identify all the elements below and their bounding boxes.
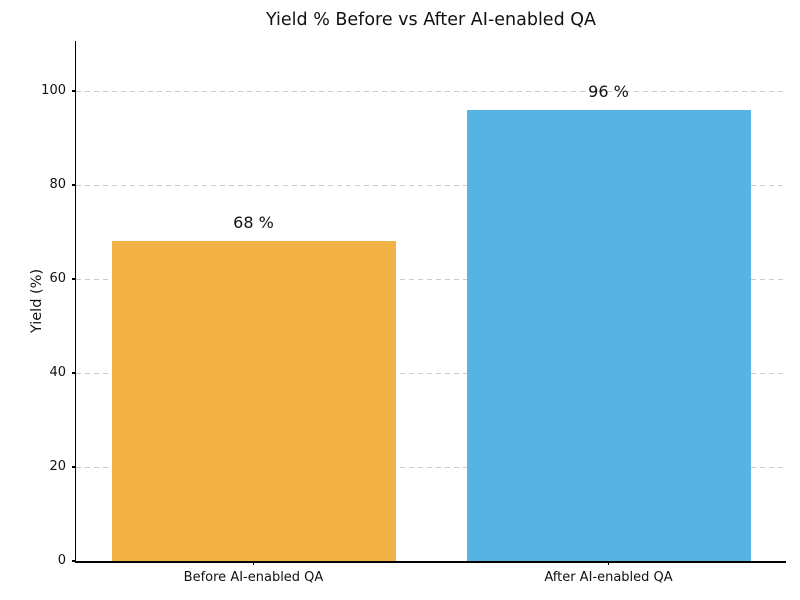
gridline — [76, 184, 786, 186]
gridline — [76, 466, 786, 468]
gridline — [76, 90, 786, 92]
y-tick-label: 0 — [57, 552, 66, 568]
bar-value-label: 68 % — [233, 213, 274, 233]
y-tick-label: 20 — [49, 458, 66, 474]
y-axis-spine — [74, 41, 76, 563]
x-tick-mark — [607, 561, 610, 565]
chart-title: Yield % Before vs After AI-enabled QA — [265, 10, 596, 30]
y-tick-label: 40 — [49, 364, 66, 380]
x-category-label: After AI-enabled QA — [544, 570, 673, 585]
y-tick-mark — [72, 560, 76, 562]
x-category-label: Before AI-enabled QA — [183, 570, 324, 585]
x-axis-spine — [74, 561, 786, 563]
y-tick-mark — [72, 372, 76, 374]
y-tick-label: 100 — [41, 82, 66, 98]
y-tick-mark — [72, 90, 76, 92]
y-tick-mark — [72, 184, 76, 186]
gridline — [76, 278, 786, 280]
y-tick-mark — [72, 278, 76, 280]
y-tick-label: 60 — [49, 270, 66, 286]
bar-after-ai-enabled-qa — [466, 109, 751, 561]
gridline — [76, 372, 786, 374]
x-tick-mark — [252, 561, 255, 565]
bar-before-ai-enabled-qa — [111, 241, 396, 561]
bar-value-label: 96 % — [588, 81, 629, 101]
y-tick-mark — [72, 466, 76, 468]
y-tick-label: 80 — [49, 176, 66, 192]
